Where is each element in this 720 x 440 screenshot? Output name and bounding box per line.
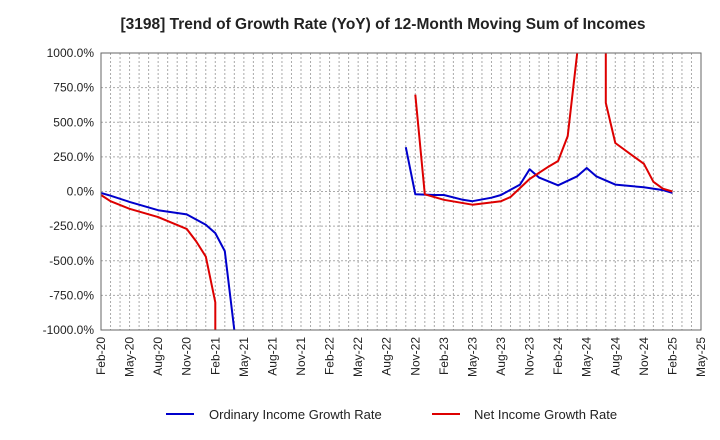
x-tick-label: Aug-20 (151, 337, 165, 376)
y-tick-label: 1000.0% (47, 46, 95, 60)
x-tick-label: Nov-20 (180, 337, 194, 376)
x-tick-label: Feb-21 (208, 337, 222, 375)
y-tick-label: 250.0% (53, 150, 94, 164)
legend-label: Net Income Growth Rate (474, 407, 617, 422)
grid (100, 52, 702, 331)
x-tick-label: Feb-22 (323, 337, 337, 375)
x-tick-labels: Feb-20 May-20 Aug-20 Nov-20 Feb-21 May-21 Aug-… (94, 337, 708, 377)
x-tick-label: Aug-23 (494, 337, 508, 376)
y-tick-label: -750.0% (49, 288, 94, 302)
x-tick-label: May-20 (123, 337, 137, 377)
x-tick-label: Nov-24 (637, 337, 651, 376)
ordinary-income-growth-rate-line (101, 147, 673, 330)
axes (100, 52, 702, 331)
y-tick-label: 500.0% (53, 115, 94, 129)
x-tick-label: May-21 (237, 337, 251, 377)
y-tick-label: -1000.0% (43, 323, 95, 337)
net-income-growth-rate-line (101, 53, 673, 330)
y-tick-label: 0.0% (67, 185, 95, 199)
x-tick-label: Aug-22 (380, 337, 394, 376)
series-lines (101, 53, 673, 330)
x-tick-label: Feb-25 (665, 337, 679, 375)
legend-label: Ordinary Income Growth Rate (209, 407, 382, 422)
y-tick-label: -250.0% (49, 219, 94, 233)
x-tick-label: Aug-24 (608, 337, 622, 376)
x-tick-label: Aug-21 (265, 337, 279, 376)
y-tick-label: -500.0% (49, 254, 94, 268)
chart-title: [3198] Trend of Growth Rate (YoY) of 12-… (120, 16, 645, 33)
y-tick-label: 750.0% (53, 81, 94, 95)
x-tick-label: May-23 (465, 337, 479, 377)
x-tick-label: May-22 (351, 337, 365, 377)
x-tick-label: Nov-21 (294, 337, 308, 376)
x-tick-label: Nov-22 (408, 337, 422, 376)
plot-frame (100, 52, 702, 331)
x-tick-label: May-25 (694, 337, 708, 377)
x-tick-label: Nov-23 (523, 337, 537, 376)
x-tick-label: May-24 (580, 337, 594, 377)
x-tick-label: Feb-20 (94, 337, 108, 375)
x-tick-label: Feb-24 (551, 337, 565, 375)
legend: Ordinary Income Growth Rate Net Income Gr… (166, 407, 617, 422)
y-tick-labels: 1000.0% 750.0% 500.0% 250.0% 0.0% -250.0% -500… (43, 46, 95, 337)
x-tick-label: Feb-23 (437, 337, 451, 375)
